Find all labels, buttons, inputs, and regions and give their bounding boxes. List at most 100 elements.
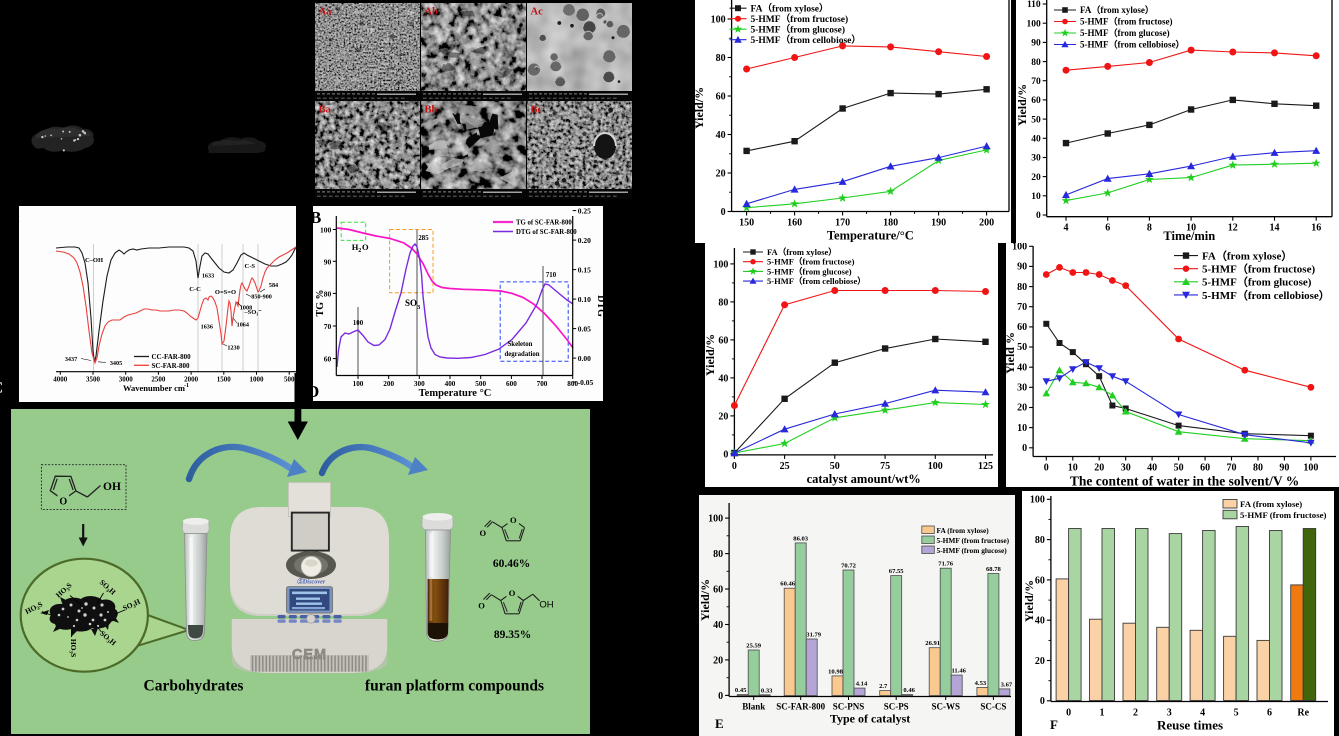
svg-text:30: 30 (1031, 154, 1041, 164)
svg-text:60: 60 (713, 584, 723, 595)
svg-text:11.46: 11.46 (951, 668, 966, 675)
svg-text:100: 100 (1303, 463, 1318, 474)
svg-text:710: 710 (546, 272, 557, 279)
svg-text:584: 584 (269, 282, 278, 289)
svg-text:160: 160 (787, 218, 802, 229)
svg-text:SC-PNS: SC-PNS (833, 702, 865, 712)
svg-text:850-900: 850-900 (251, 294, 272, 301)
svg-text:5-HMF（from cellobiose）: 5-HMF（from cellobiose） (1080, 40, 1185, 50)
svg-text:–SO₃⁻: –SO₃⁻ (243, 309, 262, 316)
svg-text:100: 100 (353, 380, 364, 388)
svg-text:25.59: 25.59 (746, 643, 762, 650)
svg-text:100: 100 (708, 514, 723, 525)
svg-text:TG %: TG % (315, 290, 326, 317)
svg-text:20: 20 (718, 411, 728, 422)
svg-text:3: 3 (417, 304, 421, 311)
svg-text:6: 6 (1267, 708, 1272, 719)
svg-text:2000: 2000 (184, 376, 199, 384)
svg-text:86.03: 86.03 (793, 535, 809, 542)
svg-text:0.25: 0.25 (578, 207, 591, 216)
svg-text:SO: SO (405, 298, 417, 308)
svg-text:2500: 2500 (151, 376, 166, 384)
svg-text:90: 90 (1279, 463, 1289, 474)
svg-text:100: 100 (1030, 495, 1045, 506)
svg-text:70: 70 (1031, 77, 1041, 87)
svg-text:SC-WS: SC-WS (931, 702, 960, 712)
svg-text:Yield/%: Yield/% (1022, 580, 1036, 622)
svg-text:60: 60 (1031, 96, 1041, 106)
svg-text:5-HMF (from glucose): 5-HMF (from glucose) (937, 546, 1008, 555)
svg-text:68.78: 68.78 (986, 566, 1002, 573)
svg-text:Ac: Ac (531, 7, 544, 18)
svg-text:HO3S: HO3S (68, 639, 79, 657)
svg-text:SC-PS: SC-PS (884, 702, 909, 712)
svg-text:60: 60 (716, 91, 726, 102)
svg-text:80: 80 (1253, 463, 1263, 474)
svg-text:degradation: degradation (504, 351, 539, 358)
svg-text:0.15: 0.15 (578, 266, 591, 275)
svg-text:O=S=O: O=S=O (215, 289, 236, 296)
svg-text:75: 75 (880, 461, 890, 472)
svg-text:5-HMF（from glucose): 5-HMF（from glucose) (1202, 276, 1312, 289)
svg-text:FA（from xylose）: FA（from xylose） (767, 247, 837, 257)
svg-text:Temperature/°C: Temperature/°C (827, 229, 914, 243)
svg-text:2.7: 2.7 (879, 683, 888, 690)
svg-text:5-HMF（from cellobiose）: 5-HMF（from cellobiose） (751, 34, 861, 46)
svg-text:100: 100 (320, 226, 332, 235)
svg-text:170: 170 (835, 218, 850, 229)
svg-text:60: 60 (324, 355, 332, 364)
svg-text:1064: 1064 (237, 322, 249, 329)
svg-text:O: O (362, 242, 369, 252)
svg-text:60: 60 (1200, 463, 1210, 474)
svg-text:Temperature °C: Temperature °C (419, 388, 492, 399)
svg-text:DTG of SC-FAR-800: DTG of SC-FAR-800 (516, 229, 577, 236)
svg-text:SC-CS: SC-CS (980, 702, 1006, 712)
svg-text:20: 20 (716, 168, 726, 179)
svg-text:700: 700 (537, 380, 548, 388)
svg-text:Yield/%: Yield/% (695, 87, 706, 129)
svg-text:60: 60 (718, 335, 728, 346)
svg-text:Aa: Aa (319, 7, 333, 18)
svg-text:1500: 1500 (217, 376, 232, 384)
svg-text:DTG: DTG (595, 295, 603, 317)
svg-text:110: 110 (1027, 0, 1041, 10)
svg-text:1008: 1008 (240, 305, 252, 312)
svg-text:2: 2 (1133, 708, 1138, 719)
svg-text:0: 0 (1040, 696, 1045, 707)
svg-text:-0.05: -0.05 (578, 378, 594, 387)
svg-text:0: 0 (1036, 211, 1041, 221)
svg-text:70: 70 (1227, 463, 1237, 474)
svg-text:90: 90 (1031, 39, 1041, 49)
svg-text:200: 200 (979, 218, 994, 229)
svg-text:C-C: C-C (189, 286, 201, 293)
svg-text:100: 100 (1012, 243, 1027, 253)
svg-text:3405: 3405 (110, 360, 122, 367)
svg-text:O: O (478, 601, 485, 611)
svg-text:0.05: 0.05 (578, 325, 591, 334)
svg-text:5-HMF（from fructose): 5-HMF（from fructose) (767, 257, 855, 267)
svg-text:OH: OH (103, 481, 121, 493)
svg-text:4: 4 (1200, 708, 1205, 719)
svg-text:SO3H: SO3H (121, 597, 142, 614)
svg-text:71.76: 71.76 (938, 561, 954, 568)
svg-text:10: 10 (1186, 223, 1196, 234)
svg-text:0.33: 0.33 (761, 687, 773, 694)
svg-text:O: O (510, 515, 517, 525)
svg-text:90: 90 (324, 257, 332, 266)
svg-text:26.91: 26.91 (925, 640, 940, 647)
svg-text:FA（from xylose）: FA（from xylose） (1202, 249, 1292, 262)
svg-text:0: 0 (732, 461, 737, 472)
svg-text:0: 0 (718, 691, 723, 702)
svg-text:5-HMF（from fructose): 5-HMF（from fructose) (751, 13, 849, 25)
svg-text:30: 30 (1017, 383, 1027, 394)
svg-text:SC-FAR-800: SC-FAR-800 (152, 362, 190, 370)
svg-text:20: 20 (1035, 656, 1045, 667)
svg-text:14: 14 (1270, 223, 1280, 234)
svg-text:FA（from xylose）: FA（from xylose） (751, 3, 829, 15)
svg-text:16: 16 (1311, 223, 1321, 234)
svg-text:90: 90 (1017, 262, 1027, 273)
svg-text:catalyst amount/wt%: catalyst amount/wt% (807, 472, 921, 486)
svg-text:SC-FAR-800: SC-FAR-800 (776, 702, 825, 712)
svg-text:5: 5 (1234, 708, 1239, 719)
svg-text:1000: 1000 (250, 376, 265, 384)
